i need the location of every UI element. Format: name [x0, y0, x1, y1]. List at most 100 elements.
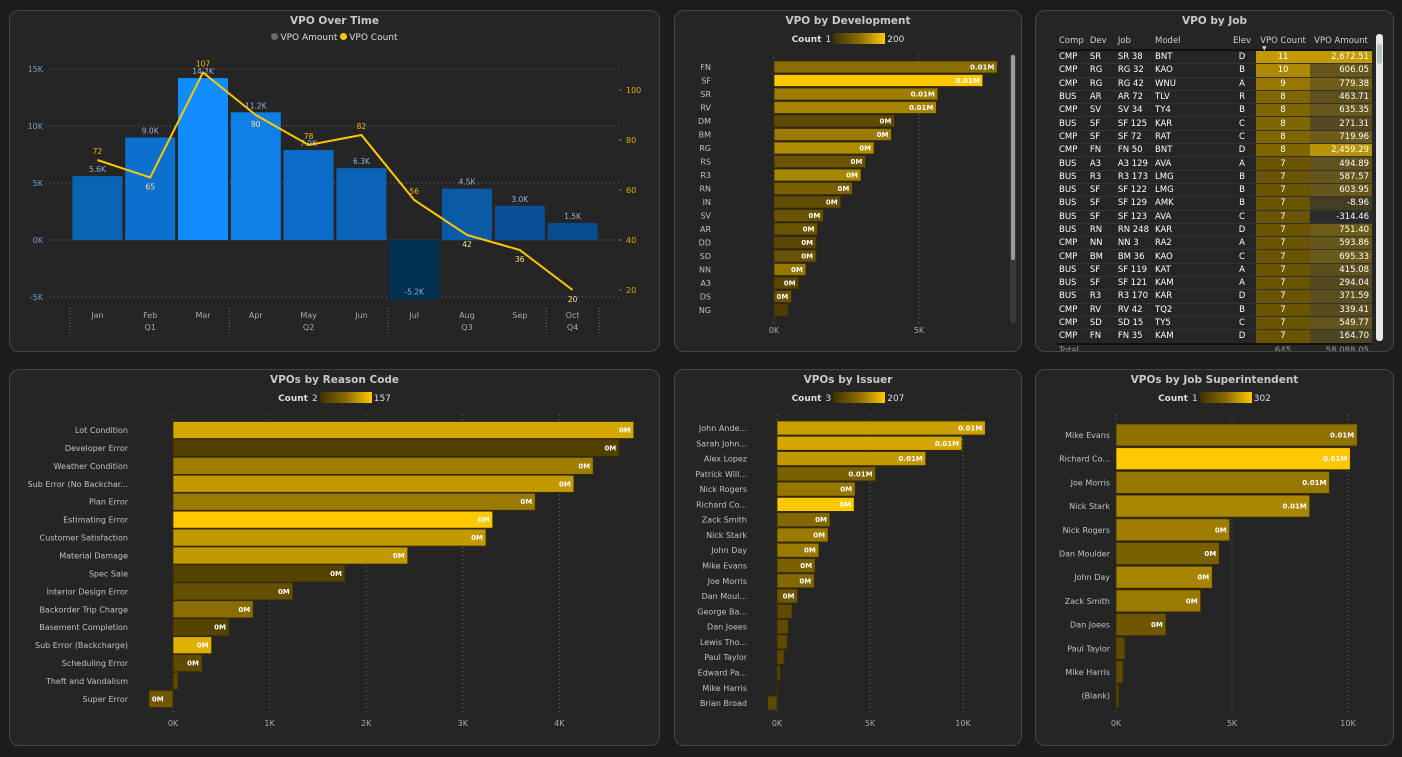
bar[interactable]: [172, 618, 230, 637]
table-row[interactable]: BUS AR AR 72 TLV R 8 463.71: [1056, 90, 1373, 105]
table-row[interactable]: BUS SF SF 125 KAR C 8 271.31: [1056, 116, 1373, 131]
bar[interactable]: [773, 303, 789, 317]
amount-bar[interactable]: [283, 149, 334, 240]
bar[interactable]: [776, 649, 785, 665]
scrollbar-thumb[interactable]: [1377, 44, 1382, 64]
bar[interactable]: [773, 195, 842, 209]
bar[interactable]: [773, 141, 875, 155]
bar[interactable]: [172, 600, 254, 619]
amount-bar[interactable]: [442, 188, 492, 240]
amount-bar[interactable]: [547, 222, 598, 240]
bar[interactable]: [773, 74, 984, 87]
bar[interactable]: [767, 695, 778, 711]
bar[interactable]: [776, 619, 789, 635]
bar[interactable]: [172, 474, 575, 493]
bar[interactable]: [148, 690, 174, 708]
table-row[interactable]: CMP RG RG 32 KAO B 10 606.05: [1056, 63, 1373, 78]
table-row[interactable]: CMP BM BM 36 KAO C 7 695.33: [1056, 249, 1373, 264]
bar[interactable]: [1115, 494, 1311, 518]
vpos-by-reason-code-chart[interactable]: 0K 1K 2K 3K 4K Lot Condition 0M Developer Error…: [10, 370, 660, 746]
table-row[interactable]: CMP SD SD 15 TY5 C 7 549.77: [1056, 316, 1373, 331]
legend-item-vpo-amount[interactable]: VPO Amount: [271, 33, 337, 43]
amount-bar[interactable]: [230, 112, 281, 240]
table-row[interactable]: BUS SF SF 123 AVA C 7 -314.46: [1056, 210, 1373, 224]
bar[interactable]: [1115, 589, 1202, 613]
column-header[interactable]: VPO Amount: [1310, 33, 1373, 51]
bar[interactable]: [776, 603, 793, 619]
bar[interactable]: [773, 276, 800, 290]
vpo-over-time-panel[interactable]: VPO Over Time VPO Amount VPO Count 15K 10…: [9, 10, 660, 352]
vpos-by-reason-code-panel[interactable]: VPOs by Reason Code Count 2 157 0K 1K 2K 3K 4K…: [9, 369, 660, 746]
vpos-by-job-superintendent-panel[interactable]: VPOs by Job Superintendent Count 1 302 0K 5…: [1035, 369, 1394, 746]
bar[interactable]: [776, 466, 876, 482]
bar[interactable]: [776, 497, 855, 512]
table-row[interactable]: CMP FN FN 35 KAM D 7 164.70: [1056, 329, 1373, 345]
bar[interactable]: [773, 236, 817, 249]
table-row[interactable]: CMP SV SV 34 TY4 B 8 635.35: [1056, 103, 1373, 118]
bar[interactable]: [773, 249, 817, 263]
column-header[interactable]: Dev: [1086, 33, 1115, 51]
table-row[interactable]: BUS R3 R3 170 KAR D 7 371.59: [1056, 289, 1373, 304]
bar[interactable]: [172, 672, 179, 690]
bar[interactable]: [1115, 636, 1126, 660]
scrollbar-thumb[interactable]: [1011, 55, 1015, 260]
table-row[interactable]: BUS R3 R3 173 LMG B 7 587.57: [1056, 170, 1373, 184]
vpos-by-issuer-panel[interactable]: VPOs by Issuer Count 3 207 0K 5K 10K John And…: [674, 369, 1022, 746]
table-row[interactable]: BUS A3 A3 129 AVA A 7 494.89: [1056, 156, 1373, 171]
bar[interactable]: [1115, 447, 1351, 471]
vpo-by-development-panel[interactable]: VPO by Development Count 1 200 0K 5K FN 0.01M…: [674, 10, 1022, 352]
table-row[interactable]: BUS SF SF 121 KAM A 7 294.04: [1056, 276, 1373, 291]
amount-bar[interactable]: [72, 176, 123, 240]
column-header[interactable]: VPO Count ▼: [1256, 33, 1311, 52]
table-row[interactable]: CMP SR SR 38 BNT D 11 2,672.51: [1056, 50, 1373, 65]
bar[interactable]: [1115, 660, 1124, 684]
table-row[interactable]: CMP SF SF 72 RAT C 8 719.96: [1056, 130, 1373, 145]
bar[interactable]: [776, 435, 963, 451]
bar[interactable]: [172, 564, 346, 583]
vertical-scrollbar[interactable]: [1010, 54, 1016, 323]
legend-item-vpo-count[interactable]: VPO Count: [340, 33, 398, 43]
vpo-over-time-chart[interactable]: 15K 10K 5K 0K -5K 100 80 60 40 20 5.6K Jan 9.0K Feb 14…: [10, 11, 660, 352]
bar[interactable]: [773, 128, 892, 141]
bar[interactable]: [773, 290, 792, 303]
amount-bar[interactable]: [336, 168, 387, 240]
bar[interactable]: [776, 634, 788, 650]
bar[interactable]: [172, 439, 620, 457]
table-row[interactable]: BUS SF SF 129 AMK B 7 -8.96: [1056, 196, 1373, 211]
bar[interactable]: [1115, 542, 1220, 565]
bar[interactable]: [773, 168, 862, 182]
table-row[interactable]: CMP FN FN 50 BNT D 8 2,459.29: [1056, 143, 1373, 158]
bar[interactable]: [172, 421, 635, 439]
vertical-scrollbar[interactable]: [1376, 34, 1383, 341]
bar[interactable]: [776, 573, 815, 589]
amount-bar[interactable]: [494, 205, 545, 240]
column-header[interactable]: Comp: [1056, 33, 1087, 51]
bar[interactable]: [776, 665, 781, 680]
amount-bar[interactable]: [178, 78, 228, 241]
bar[interactable]: [776, 451, 927, 466]
amount-bar[interactable]: [125, 137, 176, 240]
bar[interactable]: [172, 546, 409, 565]
bar[interactable]: [172, 528, 487, 547]
bar[interactable]: [776, 558, 816, 573]
bar[interactable]: [773, 182, 853, 195]
bar[interactable]: [773, 263, 807, 276]
bar[interactable]: [773, 87, 939, 101]
bar[interactable]: [1115, 565, 1213, 589]
column-header[interactable]: Elev: [1228, 33, 1257, 51]
bar[interactable]: [172, 510, 494, 529]
column-header[interactable]: Model: [1152, 33, 1229, 51]
table-row[interactable]: BUS SF SF 119 KAT A 7 415.08: [1056, 263, 1373, 278]
table-row[interactable]: BUS RN RN 248 KAR D 7 751.40: [1056, 223, 1373, 238]
bar[interactable]: [773, 60, 998, 74]
bar[interactable]: [776, 680, 779, 696]
amount-bar[interactable]: [389, 240, 440, 300]
table-row[interactable]: CMP RV RV 42 TQ2 B 7 339.41: [1056, 303, 1373, 317]
bar[interactable]: [773, 101, 937, 114]
vpo-by-development-chart[interactable]: 0K 5K FN 0.01M SF 0.01M SR 0.01M RV 0.01M DM 0M BM 0M…: [675, 11, 1022, 352]
bar[interactable]: [172, 492, 536, 511]
vpo-count-line[interactable]: [97, 70, 574, 291]
bar[interactable]: [1115, 471, 1330, 494]
bar[interactable]: [172, 582, 294, 601]
bar[interactable]: [776, 512, 831, 528]
